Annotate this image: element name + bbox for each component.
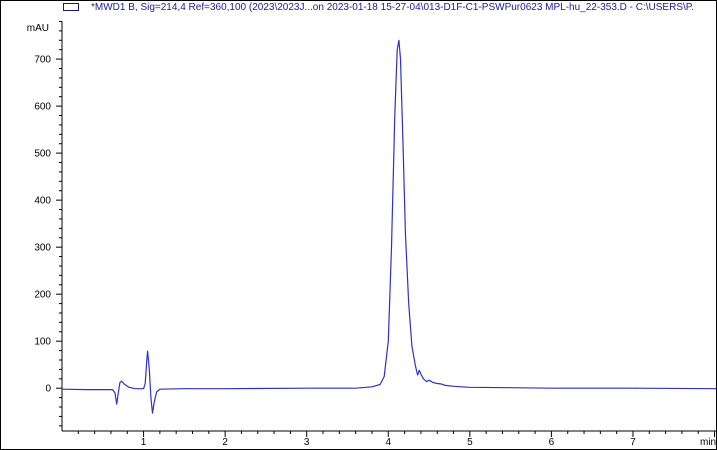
legend-swatch	[63, 3, 79, 11]
x-axis-label: min	[700, 437, 716, 448]
series-line-0	[61, 39, 716, 414]
y-tick-label: 600	[34, 102, 51, 113]
y-tick-label: 400	[34, 196, 51, 207]
y-tick-label: 500	[34, 149, 51, 160]
x-tick-label: 2	[222, 437, 228, 448]
y-tick-label: 0	[45, 384, 51, 395]
x-tick-label: 3	[304, 437, 310, 448]
y-tick-label: 100	[34, 337, 51, 348]
x-tick-label: 7	[630, 437, 636, 448]
x-tick-label: 4	[385, 437, 391, 448]
y-tick-label: 300	[34, 243, 51, 254]
x-tick-label: 6	[549, 437, 555, 448]
y-axis-label: mAU	[27, 23, 49, 34]
x-tick-label: 1	[141, 437, 147, 448]
legend-label: *MWD1 B, Sig=214,4 Ref=360,100 (2023\202…	[91, 1, 694, 13]
y-tick-label: 200	[34, 290, 51, 301]
y-tick-label: 700	[34, 55, 51, 66]
legend: *MWD1 B, Sig=214,4 Ref=360,100 (2023\202…	[63, 1, 694, 13]
x-tick-label: 5	[467, 437, 473, 448]
